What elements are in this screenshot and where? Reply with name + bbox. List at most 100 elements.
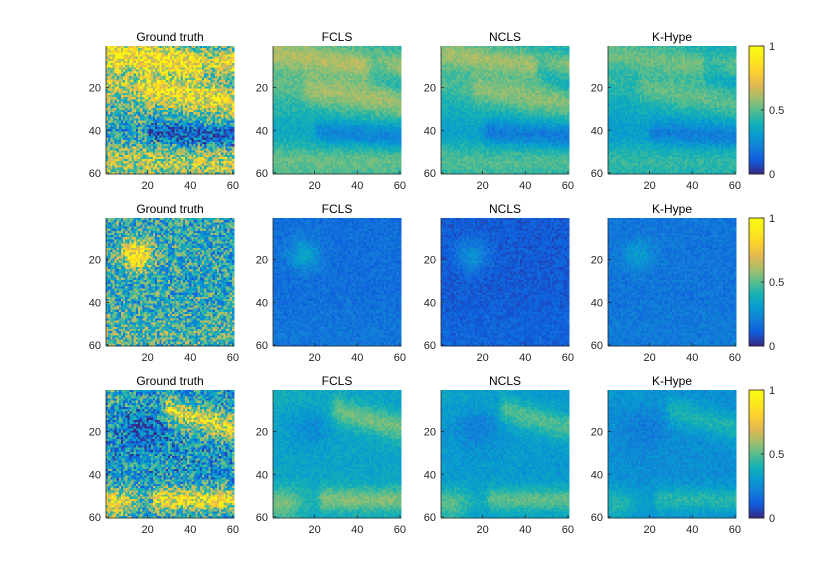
- heatmap-cell: [208, 46, 210, 48]
- heatmap-cell: [196, 61, 198, 63]
- heatmap-cell: [185, 72, 187, 74]
- heatmap-cell: [112, 46, 114, 48]
- heatmap-cell: [228, 55, 230, 57]
- heatmap-cell: [196, 69, 198, 71]
- heatmap-cell: [215, 61, 217, 63]
- heatmap-cell: [185, 46, 187, 48]
- heatmap-cell: [166, 48, 168, 50]
- heatmap-cell: [225, 59, 227, 61]
- heatmap-cell: [164, 55, 166, 57]
- heatmap-cell: [221, 52, 223, 54]
- heatmap-cell: [164, 61, 166, 63]
- heatmap-cell: [232, 65, 234, 67]
- heatmap-cell: [123, 55, 125, 57]
- heatmap-cell: [206, 65, 208, 67]
- heatmap-cell: [153, 52, 155, 54]
- heatmap-cell: [142, 50, 144, 52]
- heatmap-cell: [219, 65, 221, 67]
- heatmap-cell: [157, 55, 159, 57]
- heatmap-cell: [140, 52, 142, 54]
- heatmap-cell: [202, 57, 204, 59]
- heatmap-cell: [157, 46, 159, 48]
- heatmap-cell: [117, 69, 119, 71]
- heatmap-cell: [204, 65, 206, 67]
- heatmap-cell: [147, 63, 149, 65]
- heatmap-cell: [179, 59, 181, 61]
- heatmap-cell: [193, 57, 195, 59]
- heatmap-cell: [198, 65, 200, 67]
- heatmap-cell: [221, 69, 223, 71]
- heatmap-cell: [149, 69, 151, 71]
- heatmap-cell: [121, 57, 123, 59]
- heatmap-cell: [206, 59, 208, 61]
- heatmap-cell: [168, 69, 170, 71]
- heatmap-cell: [202, 52, 204, 54]
- heatmap-cell: [136, 61, 138, 63]
- heatmap-cell: [149, 63, 151, 65]
- heatmap-cell: [155, 67, 157, 69]
- heatmap-cell: [161, 67, 163, 69]
- heatmap-cell: [138, 74, 140, 76]
- heatmap-cell: [166, 59, 168, 61]
- heatmap-cell: [193, 59, 195, 61]
- heatmap-cell: [161, 50, 163, 52]
- heatmap-cell: [119, 72, 121, 74]
- heatmap-cell: [225, 72, 227, 74]
- heatmap-cell: [168, 55, 170, 57]
- heatmap-cell: [134, 67, 136, 69]
- heatmap-cell: [185, 61, 187, 63]
- heatmap-cell: [213, 48, 215, 50]
- heatmap-cell: [174, 55, 176, 57]
- heatmap-cell: [136, 46, 138, 48]
- heatmap-cell: [112, 57, 114, 59]
- heatmap-cell: [129, 72, 131, 74]
- heatmap-cell: [215, 74, 217, 76]
- heatmap-cell: [213, 46, 215, 48]
- heatmap-cell: [108, 50, 110, 52]
- heatmap-cell: [208, 48, 210, 50]
- heatmap-cell: [125, 48, 127, 50]
- heatmap-cell: [119, 59, 121, 61]
- heatmap-cell: [204, 57, 206, 59]
- heatmap-cell: [144, 46, 146, 48]
- heatmap-cell: [174, 52, 176, 54]
- heatmap-cell: [155, 48, 157, 50]
- heatmap-cell: [206, 69, 208, 71]
- heatmap-cell: [189, 69, 191, 71]
- heatmap-cell: [206, 67, 208, 69]
- heatmap-cell: [108, 52, 110, 54]
- heatmap-cell: [176, 55, 178, 57]
- heatmap-cell: [134, 55, 136, 57]
- heatmap-cell: [185, 52, 187, 54]
- heatmap-cell: [166, 55, 168, 57]
- heatmap-cell: [123, 48, 125, 50]
- heatmap-cell: [125, 74, 127, 76]
- heatmap-cell: [189, 46, 191, 48]
- heatmap-cell: [230, 59, 232, 61]
- heatmap-cell: [196, 63, 198, 65]
- heatmap-cell: [211, 59, 213, 61]
- heatmap-cell: [151, 55, 153, 57]
- heatmap-cell: [153, 67, 155, 69]
- heatmap-cell: [172, 59, 174, 61]
- heatmap-cell: [181, 63, 183, 65]
- heatmap-cell: [230, 46, 232, 48]
- heatmap-cell: [204, 50, 206, 52]
- heatmap-cell: [228, 52, 230, 54]
- heatmap-cell: [206, 63, 208, 65]
- heatmap-cell: [202, 69, 204, 71]
- heatmap-cell: [206, 72, 208, 74]
- heatmap-cell: [121, 69, 123, 71]
- heatmap-cell: [115, 52, 117, 54]
- heatmap-cell: [138, 57, 140, 59]
- heatmap-cell: [159, 74, 161, 76]
- heatmap-cell: [132, 65, 134, 67]
- heatmap-cell: [172, 65, 174, 67]
- heatmap-cell: [193, 69, 195, 71]
- heatmap-cell: [228, 59, 230, 61]
- heatmap-cell: [223, 65, 225, 67]
- heatmap-cell: [164, 63, 166, 65]
- heatmap-cell: [225, 65, 227, 67]
- heatmap-cell: [176, 48, 178, 50]
- heatmap-cell: [136, 52, 138, 54]
